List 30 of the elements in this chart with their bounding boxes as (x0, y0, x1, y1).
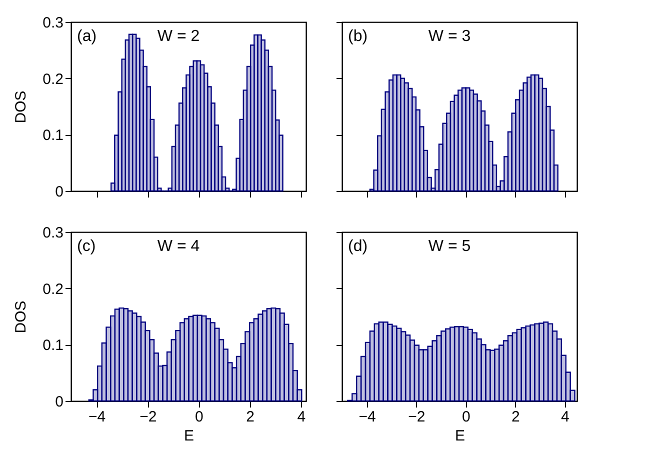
x-axis-title: E (184, 428, 194, 444)
y-axis-title: DOS (12, 90, 30, 124)
annotation: (b) (348, 28, 368, 45)
x-tick-label: 0 (462, 408, 470, 426)
y-tick-label: 0.2 (42, 70, 64, 88)
y-tick-label: 0.3 (42, 224, 64, 242)
x-tick-label: 4 (297, 408, 306, 426)
annotation: (a) (77, 28, 97, 45)
x-tick-label: −2 (140, 408, 157, 426)
y-tick-label: 0.1 (42, 127, 64, 144)
y-axis-title: DOS (12, 300, 30, 334)
x-tick-label: −2 (408, 408, 426, 426)
x-tick-label: −4 (88, 408, 106, 426)
x-tick-label: 2 (511, 408, 520, 426)
y-tick-label: 0.3 (42, 14, 64, 32)
x-tick-label: 0 (195, 408, 204, 426)
annotation: W = 3 (428, 28, 471, 45)
x-tick-label: 2 (246, 408, 254, 426)
annotation: W = 5 (428, 238, 471, 255)
annotation: (c) (77, 238, 96, 255)
y-tick-label: 0 (55, 184, 64, 200)
annotation: W = 4 (157, 238, 200, 255)
x-tick-label: −4 (358, 408, 376, 426)
annotation: W = 2 (157, 28, 200, 45)
annotation: (d) (348, 238, 368, 255)
x-tick-label: 4 (560, 408, 570, 426)
y-tick-label: 0.1 (42, 337, 64, 354)
y-tick-label: 0 (55, 394, 64, 410)
x-axis-title: E (454, 428, 466, 444)
y-tick-label: 0.2 (42, 280, 64, 298)
